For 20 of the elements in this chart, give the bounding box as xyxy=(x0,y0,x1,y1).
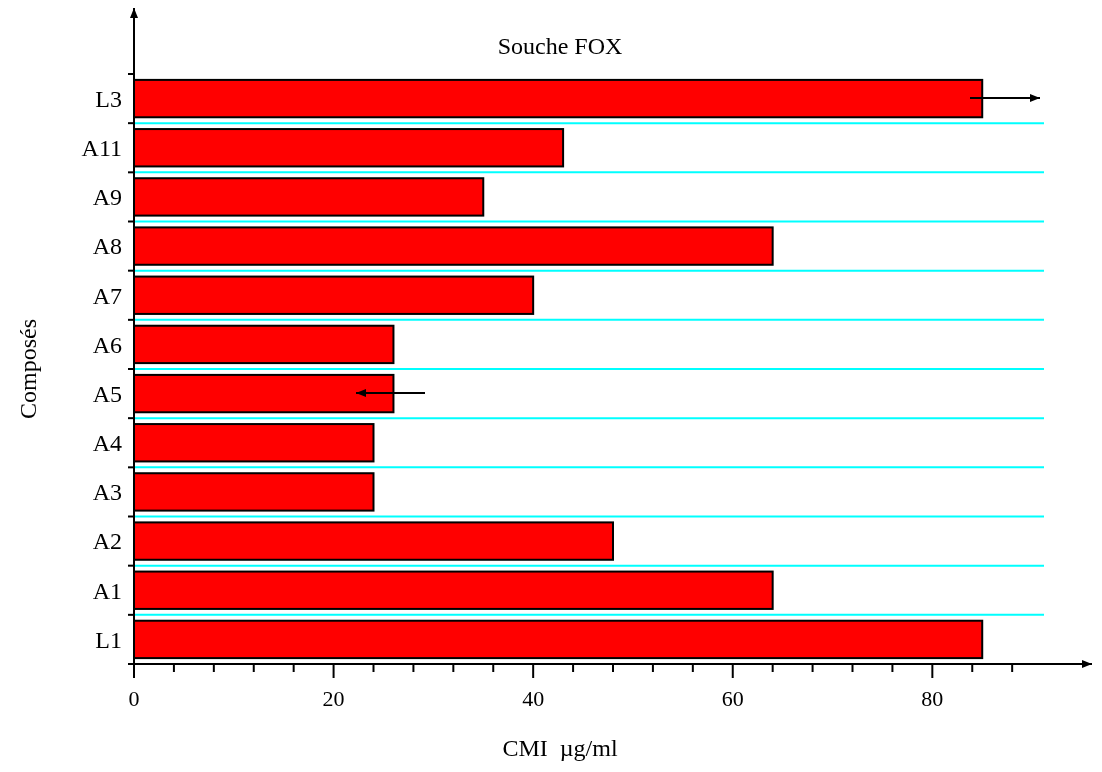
y-tick-label: A8 xyxy=(92,233,122,260)
x-tick-label: 80 xyxy=(921,686,944,711)
x-axis-title: CMI µg/ml xyxy=(502,735,618,761)
x-tick-label: 40 xyxy=(522,686,545,711)
x-tick-label: 20 xyxy=(322,686,345,711)
y-tick-label: A7 xyxy=(92,282,122,309)
y-tick-label: A6 xyxy=(92,331,122,358)
chart-title: Souche FOX xyxy=(497,33,623,59)
y-tick-label: A2 xyxy=(92,528,122,555)
y-tick-label: A1 xyxy=(92,577,122,604)
y-tick-label: A11 xyxy=(81,135,122,162)
y-tick-label: A3 xyxy=(92,479,122,506)
x-tick-label: 60 xyxy=(721,686,744,711)
y-tick-label: L1 xyxy=(95,626,122,653)
y-tick-label: A9 xyxy=(92,184,122,211)
y-tick-label: A4 xyxy=(92,430,122,457)
x-tick-label: 0 xyxy=(128,686,140,711)
y-tick-label: L3 xyxy=(95,85,122,112)
y-tick-label: A5 xyxy=(92,380,122,407)
y-axis-title: Composés xyxy=(15,318,41,420)
